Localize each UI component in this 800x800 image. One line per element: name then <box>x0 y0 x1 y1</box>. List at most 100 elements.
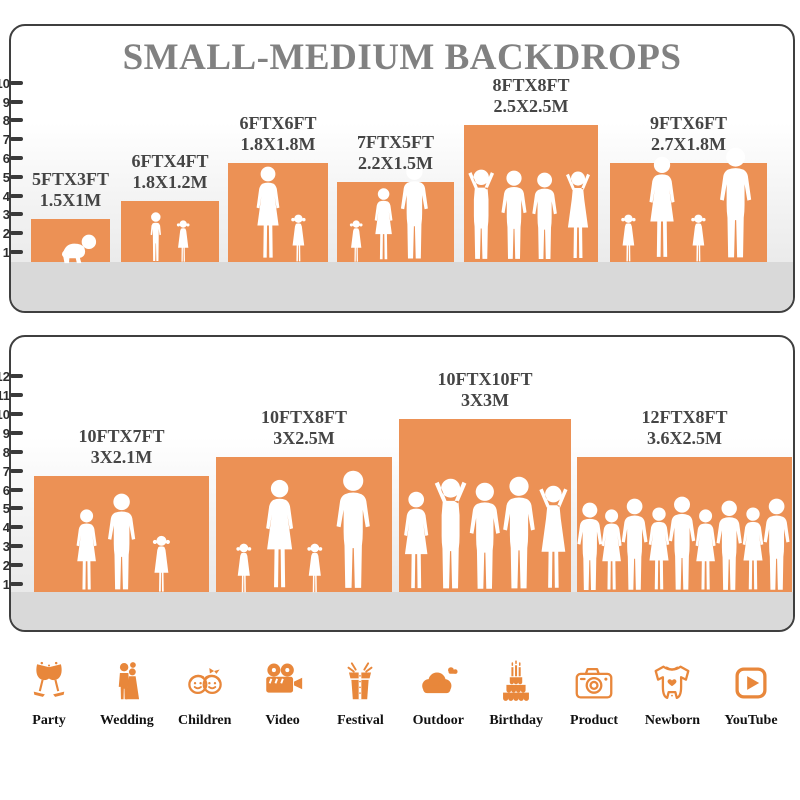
category-label: Video <box>265 713 300 728</box>
axis-tick <box>10 487 23 492</box>
axis-tick-label: 4 <box>2 520 10 536</box>
category-item-newborn: Newborn <box>645 660 700 729</box>
people-silhouette <box>288 213 309 265</box>
axis-tick <box>10 250 23 254</box>
floor-strip <box>11 262 793 311</box>
size-m-label: 1.8X1.2M <box>132 171 208 192</box>
axis-tick-label: 1 <box>2 245 10 260</box>
axis-tick <box>10 506 23 511</box>
backdrop-size-label: 8FTX8FT 2.5X2.5M <box>444 75 618 117</box>
backdrop-size-label: 9FTX6FT 2.7X1.8M <box>590 113 787 155</box>
axis-tick-label: 10 <box>0 406 10 422</box>
axis-tick-label: 8 <box>2 444 10 460</box>
axis-tick <box>10 544 23 549</box>
axis-tick-label: 5 <box>2 501 10 517</box>
category-item-birthday: Birthday <box>489 660 543 729</box>
axis-tick-label: 10 <box>0 75 10 91</box>
size-ft-label: 10FTX7FT <box>78 425 165 446</box>
axis-tick <box>10 525 23 530</box>
large-panel: 10FTX7FT 3X2.1M 10FTX8FT 3X2.5M 10FTX10FT 3X3… <box>9 335 795 632</box>
category-label: Wedding <box>100 713 154 728</box>
axis-tick-label: 9 <box>2 94 10 110</box>
axis-tick-label: 9 <box>2 425 10 441</box>
size-m-label: 1.8X1.8M <box>240 134 316 154</box>
people-silhouette <box>69 508 104 596</box>
size-m-label: 1.5X1M <box>39 190 102 211</box>
people-silhouette <box>688 213 709 265</box>
outdoor-icon <box>415 660 461 706</box>
axis-tick <box>10 582 23 586</box>
axis-tick-label: 11 <box>0 388 10 403</box>
people-silhouette <box>174 219 192 265</box>
category-item-festival: Festival <box>333 660 387 729</box>
axis-tick-label: 8 <box>2 113 10 129</box>
festival-icon <box>337 660 383 706</box>
people-silhouette <box>304 542 326 596</box>
people-silhouette <box>145 211 167 265</box>
axis-tick-label: 6 <box>2 151 10 166</box>
axis-tick-label: 6 <box>2 482 10 498</box>
size-m-label: 3X2.5M <box>273 427 335 448</box>
category-item-youtube: YouTube <box>724 660 778 729</box>
axis-tick <box>10 430 23 435</box>
people-silhouette <box>256 478 303 596</box>
axis-tick <box>10 80 23 85</box>
product-icon <box>571 660 617 706</box>
backdrop-size-label: 5FTX3FT 1.5X1M <box>11 169 130 211</box>
backdrop-size-label: 6FTX4FT 1.8X1.2M <box>101 151 239 193</box>
backdrop-size-label: 10FTX7FT 3X2.1M <box>14 426 229 468</box>
people-silhouette <box>101 493 142 596</box>
backdrop-size-label: 7FTX5FT 2.2X1.5M <box>317 132 474 174</box>
axis-tick <box>10 137 23 142</box>
size-m-label: 2.5X2.5M <box>493 96 569 117</box>
backdrop-size-label: 10FTX10FT 3X3M <box>379 369 591 411</box>
children-icon <box>182 660 228 706</box>
category-label: Party <box>32 713 66 728</box>
size-ft-label: 10FTX8FT <box>260 406 347 427</box>
size-m-label: 2.2X1.5M <box>358 152 433 173</box>
axis-tick <box>10 411 23 416</box>
people-silhouette <box>712 147 759 265</box>
size-ft-label: 9FTX6FT <box>649 113 727 133</box>
small-medium-panel: SMALL-MEDIUM BACKDROPS 5FTX3FT 1.5X1M 6FTX… <box>9 24 795 313</box>
people-silhouette <box>757 498 795 596</box>
people-silhouette <box>347 219 365 265</box>
axis-tick-label: 2 <box>2 226 10 242</box>
category-label: YouTube <box>724 713 778 728</box>
category-item-children: Children <box>178 660 232 729</box>
axis-tick-label: 5 <box>2 169 10 185</box>
people-silhouette <box>526 172 563 265</box>
floor-strip <box>11 592 793 630</box>
axis-tick <box>10 374 23 379</box>
backdrop-size-label: 12FTX8FT 3.6X2.5M <box>557 406 793 449</box>
axis-tick <box>10 99 23 104</box>
axis-tick <box>10 231 23 236</box>
axis-tick-label: 7 <box>2 463 10 479</box>
size-m-label: 3X3M <box>461 389 509 410</box>
size-ft-label: 6FTX6FT <box>239 113 317 133</box>
newborn-icon <box>649 660 695 706</box>
category-label: Outdoor <box>412 713 464 728</box>
category-item-product: Product <box>567 660 621 729</box>
category-item-video: Video <box>256 660 310 729</box>
size-ft-label: 12FTX8FT <box>641 406 728 427</box>
size-ft-label: 6FTX4FT <box>131 150 209 171</box>
category-item-party: Party <box>22 660 76 729</box>
size-ft-label: 8FTX8FT <box>492 75 570 96</box>
page-title: SMALL-MEDIUM BACKDROPS <box>122 37 682 78</box>
people-silhouette <box>54 232 99 265</box>
size-m-label: 3X2.1M <box>90 446 153 467</box>
video-icon <box>260 660 306 706</box>
axis-tick-label: 2 <box>2 558 10 574</box>
axis-tick <box>10 212 23 217</box>
axis-tick <box>10 393 23 397</box>
people-silhouette <box>559 170 597 265</box>
category-icon-row: Party Wedding Children Video Festival Outdoor… <box>22 660 778 729</box>
axis-tick-label: 1 <box>2 577 10 592</box>
axis-tick <box>10 449 23 454</box>
axis-tick-label: 7 <box>2 132 10 148</box>
size-ft-label: 10FTX10FT <box>437 368 533 389</box>
axis-tick <box>10 193 23 198</box>
axis-tick-label: 12 <box>0 369 10 385</box>
